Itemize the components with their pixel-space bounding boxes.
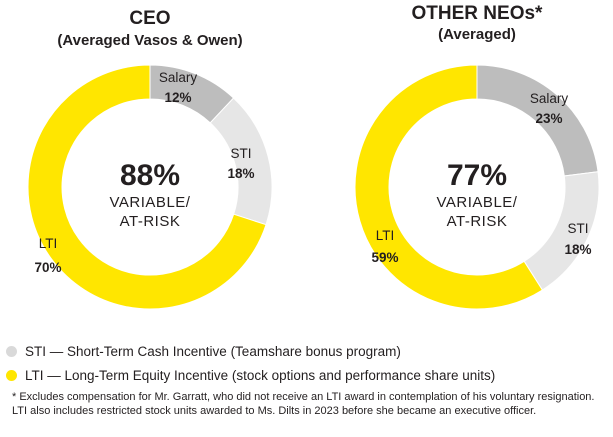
other-neos-slice-name-sti: STI [567,221,588,236]
legend-swatch-sti [6,346,17,357]
other-neos-slice-name-salary: Salary [530,91,569,106]
ceo-slice-name-salary: Salary [159,70,198,85]
ceo-slice-sti [209,97,273,226]
ceo-slice-value-sti: 18% [227,166,254,181]
ceo-center-line1: VARIABLE/ [110,194,191,211]
ceo-center-line2: AT-RISK [120,213,181,230]
ceo-chart-subtitle: (Averaged Vasos & Owen) [57,32,242,49]
legend-label-lti: LTI — Long-Term Equity Incentive (stock … [25,368,496,383]
legend-swatch-lti [6,370,17,381]
other-neos-slice-lti [354,64,544,310]
ceo-slice-name-sti: STI [230,146,251,161]
other-neos-slice-name-lti: LTI [376,228,395,243]
footnote: * Excludes compensation for Mr. Garratt,… [12,391,595,417]
other-neos-slice-value-sti: 18% [564,242,591,257]
ceo-slice-value-lti: 70% [34,260,61,275]
ceo-center-value: 88% [120,159,180,192]
ceo-slice-value-salary: 12% [164,90,191,105]
legend-label-sti: STI — Short-Term Cash Incentive (Teamsha… [25,344,401,359]
other-neos-slice-value-lti: 59% [371,250,398,265]
ceo-slice-lti [27,64,267,310]
other-neos-chart-title: OTHER NEOs* [412,3,544,24]
ceo-chart-title: CEO [129,8,170,29]
other-neos-center-line2: AT-RISK [447,213,508,230]
other-neos-center-line1: VARIABLE/ [437,194,518,211]
legend-item-lti: LTI — Long-Term Equity Incentive (stock … [6,368,495,383]
donut-charts: CEO (Averaged Vasos & Owen) Salary 12% STI 18… [27,3,600,310]
legend-item-sti: STI — Short-Term Cash Incentive (Teamsha… [6,344,401,359]
other-neos-slice-value-salary: 23% [535,111,562,126]
other-neos-chart-subtitle: (Averaged) [438,26,516,43]
other-neos-center-value: 77% [447,159,507,192]
ceo-slice-name-lti: LTI [39,236,58,251]
